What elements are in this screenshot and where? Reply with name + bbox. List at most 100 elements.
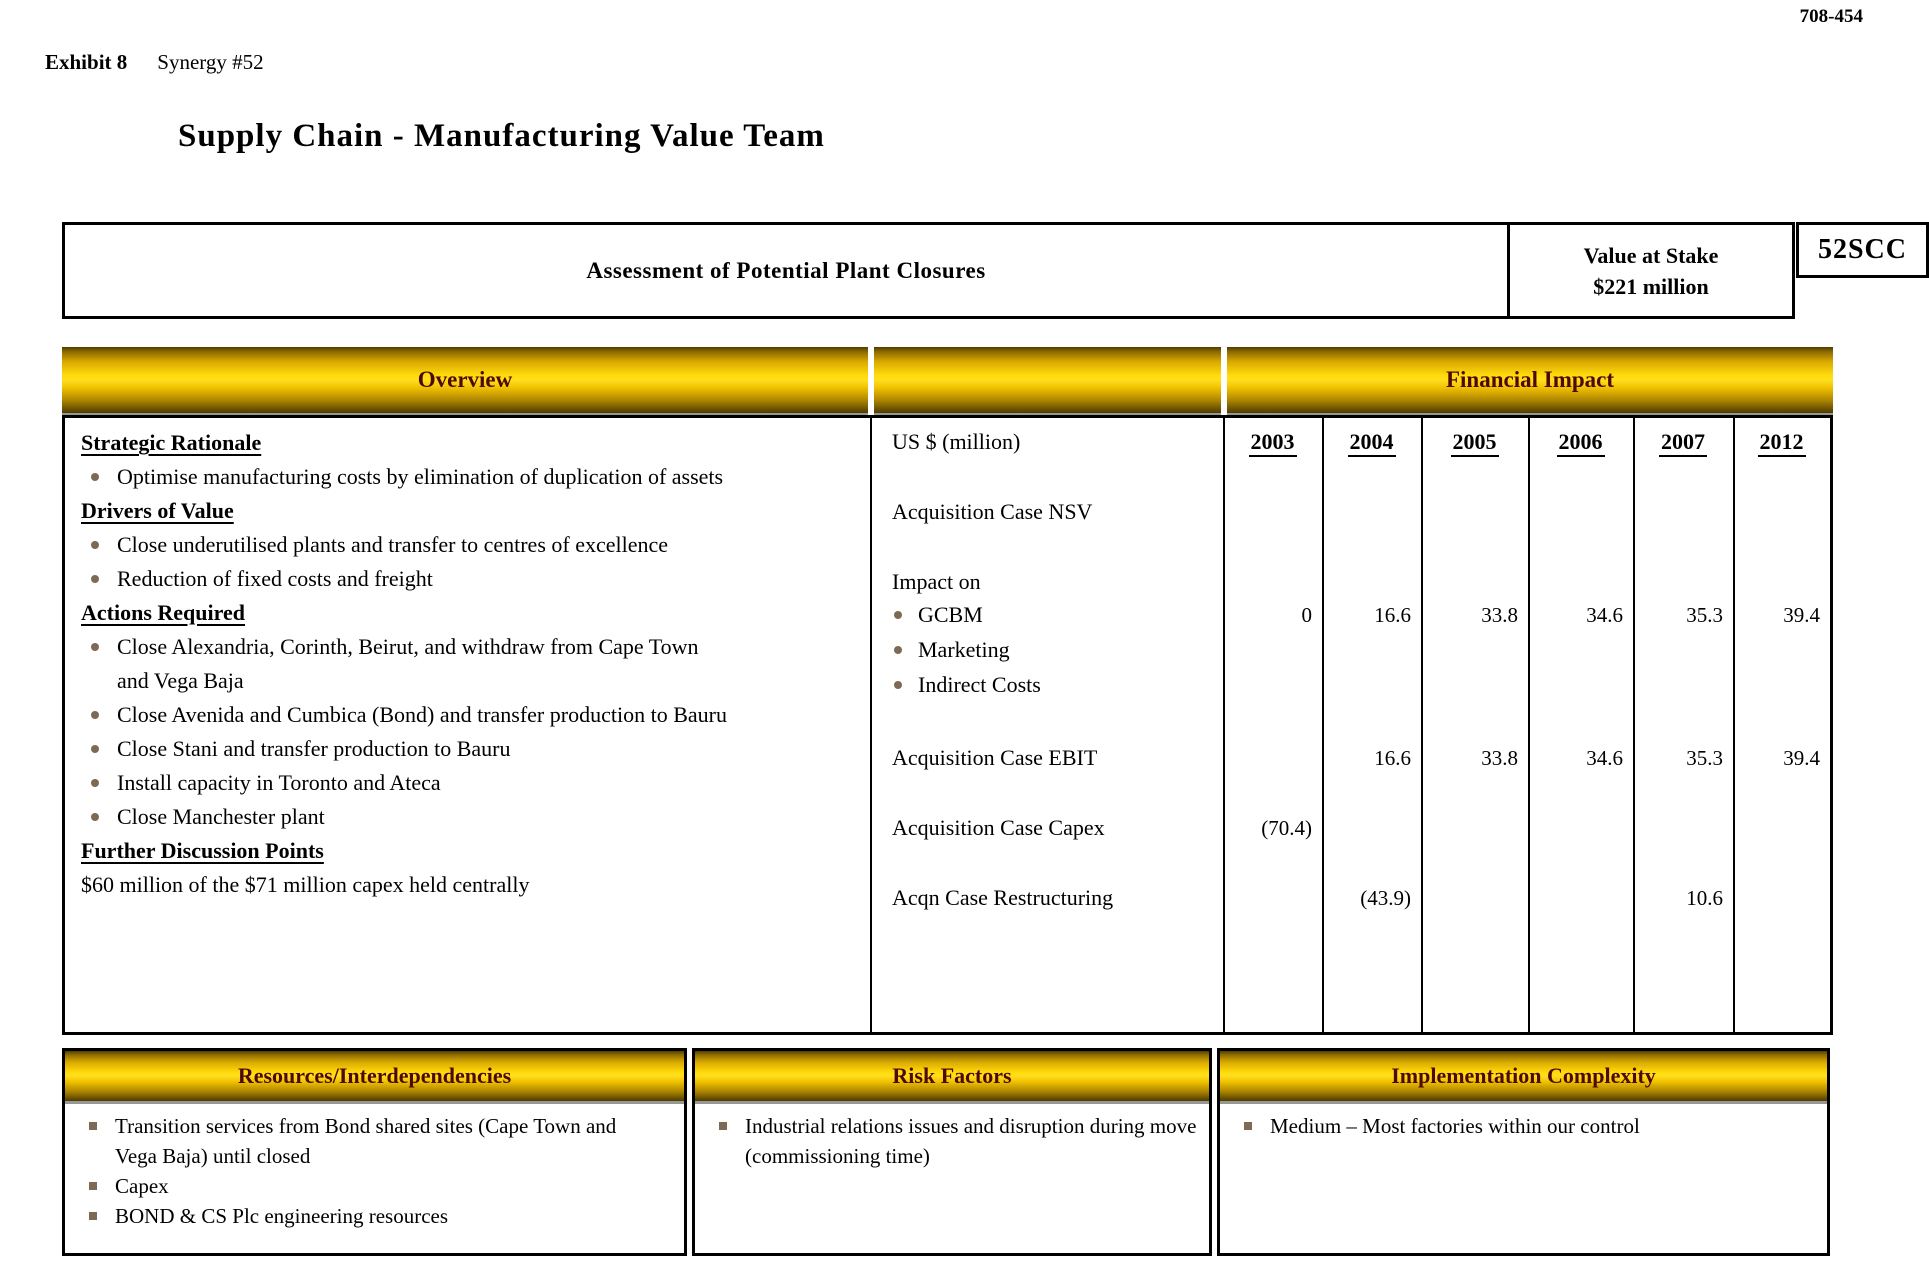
financial-row-label: GCBM: [892, 601, 983, 629]
bottom-bullet-item: Medium – Most factories within our contr…: [1234, 1111, 1817, 1141]
exhibit-label: Exhibit 8: [45, 50, 128, 74]
column-divider: [1733, 418, 1735, 1032]
value-cell: [1633, 814, 1733, 842]
value-cell: [1733, 884, 1830, 912]
year-header: 2007: [1633, 428, 1733, 457]
synergy-code: 52SCC: [1817, 234, 1907, 265]
value-cell: [1528, 884, 1633, 912]
exhibit-name: Synergy #52: [157, 50, 264, 74]
risk-factors-body: Industrial relations issues and disrupti…: [695, 1101, 1209, 1253]
bullet-dot-icon: [894, 646, 902, 654]
resources-body: Transition services from Bond shared sit…: [65, 1101, 684, 1253]
bullet-square-icon: [89, 1212, 97, 1220]
overview-bullet-text: Close Stani and transfer production to B…: [117, 736, 511, 761]
implementation-body: Medium – Most factories within our contr…: [1220, 1101, 1827, 1253]
bottom-bullet-item: Industrial relations issues and disrupti…: [709, 1111, 1199, 1171]
main-table-body: Strategic Rationale Optimise manufacturi…: [62, 415, 1833, 1035]
value-cell: [1421, 814, 1528, 842]
overview-note: $60 million of the $71 million capex hel…: [81, 872, 530, 897]
bullet-dot-icon: [91, 813, 99, 821]
overview-bullet-text: Optimise manufacturing costs by eliminat…: [117, 464, 724, 489]
overview-section-heading: Further Discussion Points: [81, 838, 324, 863]
exhibit-line: Exhibit 8 Synergy #52: [45, 50, 264, 75]
value-cell: 34.6: [1586, 746, 1623, 770]
implementation-column: Implementation Complexity Medium – Most …: [1217, 1048, 1830, 1256]
bottom-bullet-text: Capex: [115, 1174, 169, 1198]
implementation-header: Implementation Complexity: [1220, 1051, 1827, 1101]
value-at-stake-box: Value at Stake $221 million: [1507, 225, 1792, 316]
overview-bullet-text: Close underutilised plants and transfer …: [117, 532, 669, 557]
value-row-capex: (70.4): [1223, 814, 1830, 842]
value-cell: 39.4: [1783, 603, 1820, 627]
financial-row-label: Acquisition Case Capex: [892, 815, 1105, 840]
risk-factors-column: Risk Factors Industrial relations issues…: [692, 1048, 1212, 1256]
main-table: Overview Financial Impact Strategic Rati…: [62, 347, 1833, 1035]
overview-bullet-item: Close Manchester plant: [81, 800, 730, 834]
overview-bullet-text: Install capacity in Toronto and Ateca: [117, 770, 441, 795]
overview-bullet-item: Close underutilised plants and transfer …: [81, 528, 730, 562]
overview-bullet-text: Close Avenida and Cumbica (Bond) and tra…: [117, 702, 727, 727]
value-row-ebit: 16.6 33.8 34.6 35.3 39.4: [1223, 744, 1830, 772]
column-divider: [1633, 418, 1635, 1032]
value-at-stake-label: Value at Stake: [1583, 242, 1719, 268]
value-cell: (70.4): [1261, 816, 1312, 840]
bullet-dot-icon: [91, 575, 99, 583]
bottom-bullet-item: Capex: [79, 1171, 624, 1201]
value-row-restructuring: (43.9) 10.6: [1223, 884, 1830, 912]
value-cell: 35.3: [1686, 746, 1723, 770]
financial-row-label: Indirect Costs: [892, 671, 1041, 699]
overview-bullet-item: Close Avenida and Cumbica (Bond) and tra…: [81, 698, 730, 732]
resources-column: Resources/Interdependencies Transition s…: [62, 1048, 687, 1256]
bottom-bullet-item: Transition services from Bond shared sit…: [79, 1111, 624, 1171]
value-cell: [1223, 884, 1322, 912]
year-header: 2005: [1421, 428, 1528, 457]
financial-row-label: Acqn Case Restructuring: [892, 885, 1114, 910]
bottom-bullet-text: Industrial relations issues and disrupti…: [745, 1114, 1197, 1168]
unit-label: US $ (million): [892, 429, 1021, 454]
bottom-table: Resources/Interdependencies Transition s…: [62, 1048, 1830, 1256]
bullet-dot-icon: [894, 611, 902, 619]
bullet-dot-icon: [91, 643, 99, 651]
overview-bullet-item: Close Stani and transfer production to B…: [81, 732, 730, 766]
value-cell: [1421, 884, 1528, 912]
overview-bullet-text: Close Alexandria, Corinth, Beirut, and w…: [117, 634, 699, 693]
bullet-dot-icon: [91, 779, 99, 787]
bullet-square-icon: [1244, 1122, 1252, 1130]
assessment-header-box: Assessment of Potential Plant Closures V…: [62, 222, 1795, 319]
bullet-square-icon: [719, 1122, 727, 1130]
financial-row-label-text: Indirect Costs: [918, 672, 1041, 697]
value-cell: 16.6: [1374, 746, 1411, 770]
overview-bullet-item: Optimise manufacturing costs by eliminat…: [81, 460, 730, 494]
value-cell: 33.8: [1481, 603, 1518, 627]
column-divider: [1223, 418, 1225, 1032]
value-row-gcbm: 0 16.6 33.8 34.6 35.3 39.4: [1223, 601, 1830, 629]
bottom-bullet-text: BOND & CS Plc engineering resources: [115, 1204, 449, 1228]
value-cell: 39.4: [1783, 746, 1820, 770]
bottom-bullet-text: Medium – Most factories within our contr…: [1270, 1114, 1640, 1138]
column-divider: [1421, 418, 1423, 1032]
overview-bullet-item: Reduction of fixed costs and freight: [81, 562, 730, 596]
financial-row-label-text: GCBM: [918, 602, 983, 627]
value-cell: [1528, 814, 1633, 842]
bottom-bullet-item: BOND & CS Plc engineering resources: [79, 1201, 624, 1231]
overview-cell: Strategic Rationale Optimise manufacturi…: [65, 418, 870, 1032]
financial-impact-header: Financial Impact: [1227, 347, 1833, 413]
year-header: 2012: [1733, 428, 1830, 457]
synergy-code-box: 52SCC: [1796, 222, 1929, 278]
overview-header: Overview: [62, 347, 868, 413]
year-header: 2006: [1528, 428, 1633, 457]
page-title: Supply Chain - Manufacturing Value Team: [178, 118, 825, 154]
resources-header: Resources/Interdependencies: [65, 1051, 684, 1101]
year-header: 2003: [1223, 428, 1322, 457]
column-divider: [1528, 418, 1530, 1032]
value-cell: 34.6: [1586, 603, 1623, 627]
year-header-row: 2003 2004 2005 2006 2007 2012: [1223, 428, 1830, 457]
bullet-dot-icon: [91, 541, 99, 549]
middle-header-band: [874, 347, 1221, 413]
risk-factors-header: Risk Factors: [695, 1051, 1209, 1101]
financial-row-label: Acquisition Case EBIT: [892, 745, 1098, 770]
overview-section-heading: Drivers of Value: [81, 498, 234, 523]
financial-row-label: Acquisition Case NSV: [892, 499, 1093, 524]
value-cell: 35.3: [1686, 603, 1723, 627]
